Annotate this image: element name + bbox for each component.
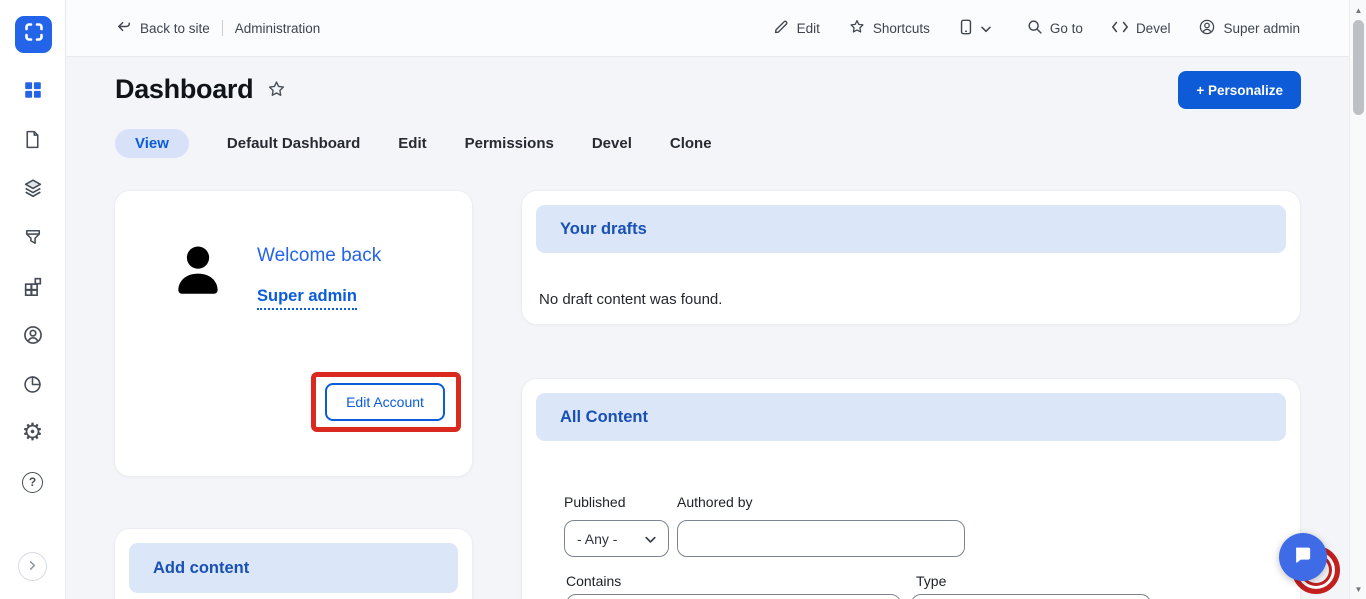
scrollbar-down-arrow-icon[interactable]: ▼ [1354, 584, 1363, 594]
published-select[interactable]: - Any - [564, 520, 669, 557]
toolbar-goto-label: Go to [1049, 20, 1083, 36]
chevron-right-icon [27, 558, 38, 576]
vertical-scrollbar[interactable]: ▲ ▼ [1349, 0, 1366, 599]
add-content-title: Add content [153, 558, 250, 577]
toolbar-devel-button[interactable]: Devel [1111, 20, 1171, 37]
favorite-star-icon[interactable] [266, 79, 287, 100]
sidebar-item-people[interactable] [11, 313, 55, 357]
authored-by-input[interactable] [677, 520, 965, 557]
toolbar-edit-button[interactable]: Edit [773, 18, 820, 38]
chat-launcher-button[interactable] [1279, 533, 1327, 581]
help-icon: ? [22, 471, 43, 493]
toolbar-goto-button[interactable]: Go to [1026, 18, 1083, 38]
welcome-greeting: Welcome back [257, 245, 382, 266]
configuration-gear-icon: ⚙ [21, 419, 44, 446]
scrollbar-up-arrow-icon[interactable]: ▲ [1354, 5, 1363, 15]
toolbar-divider [221, 20, 223, 36]
toolbar-shortcuts-label: Shortcuts [872, 20, 930, 36]
site-logo[interactable] [15, 16, 52, 53]
appearance-funnel-icon [23, 227, 43, 247]
toolbar-left: Back to site Administration [115, 18, 320, 38]
toolbar-devel-label: Devel [1135, 20, 1171, 36]
back-to-site-label: Back to site [140, 20, 210, 36]
sidebar-item-extend[interactable] [11, 264, 55, 308]
sidebar-nav: ⚙ ? [0, 68, 65, 509]
published-select-value: - Any - [577, 530, 618, 547]
content-file-icon [22, 129, 43, 150]
scan-brackets-logo-icon [22, 20, 46, 49]
sidebar-item-content[interactable] [11, 117, 55, 161]
admin-toolbar: Back to site Administration Edit [66, 0, 1349, 57]
tab-permissions[interactable]: Permissions [464, 135, 554, 152]
your-drafts-header: Your drafts [536, 205, 1286, 253]
sidebar-item-dashboard[interactable] [11, 68, 55, 112]
select-chevron-down-icon [645, 531, 656, 547]
page-header: Dashboard [115, 74, 287, 105]
your-drafts-card: Your drafts No draft content was found. [521, 190, 1301, 325]
structure-layers-icon [22, 177, 44, 199]
sidebar-item-structure[interactable] [11, 166, 55, 210]
add-content-header: Add content [129, 543, 458, 593]
back-arrow-icon [115, 18, 132, 38]
tab-clone[interactable]: Clone [669, 135, 712, 152]
sidebar-collapse-button[interactable] [18, 552, 47, 581]
device-icon [958, 18, 974, 39]
reports-pie-icon [22, 374, 43, 395]
code-icon [1111, 20, 1129, 37]
tab-default-dashboard[interactable]: Default Dashboard [226, 135, 361, 152]
sidebar-item-reports[interactable] [11, 362, 55, 406]
avatar [167, 239, 229, 307]
toolbar-shortcuts-button[interactable]: Shortcuts [848, 18, 930, 39]
welcome-card: Welcome back Super admin Edit Account [114, 190, 473, 477]
toolbar-device-dropdown[interactable] [958, 18, 998, 39]
authored-by-label: Authored by [677, 494, 753, 510]
tab-view[interactable]: View [115, 129, 189, 158]
breadcrumb: Administration [234, 20, 321, 36]
type-label: Type [916, 573, 947, 589]
tab-edit[interactable]: Edit [398, 135, 427, 152]
your-drafts-title: Your drafts [560, 219, 647, 238]
sidebar-item-appearance[interactable] [11, 215, 55, 259]
published-label: Published [564, 494, 626, 510]
toolbar-edit-label: Edit [796, 20, 820, 36]
user-circle-icon [1198, 18, 1216, 39]
primary-tabs: View Default Dashboard Edit Permissions … [115, 129, 712, 158]
search-icon [1026, 18, 1043, 38]
page-title: Dashboard [115, 74, 254, 104]
type-input[interactable] [911, 594, 1151, 599]
add-content-card: Add content [114, 528, 473, 599]
sidebar-item-configuration[interactable]: ⚙ [11, 411, 55, 455]
contains-label: Contains [566, 573, 622, 589]
main-area: Back to site Administration Edit [66, 0, 1349, 599]
toolbar-right: Edit Shortcuts [773, 18, 1300, 39]
edit-account-button[interactable]: Edit Account [325, 383, 445, 421]
chat-bubble-icon [1292, 544, 1314, 571]
tab-devel[interactable]: Devel [591, 135, 632, 152]
toolbar-account-button[interactable]: Super admin [1198, 18, 1300, 39]
contains-input[interactable] [566, 594, 901, 599]
drafts-empty-message: No draft content was found. [539, 291, 723, 308]
dashboard-grid-icon [22, 79, 44, 101]
sidebar: ⚙ ? [0, 0, 66, 599]
username-link[interactable]: Super admin [257, 287, 357, 310]
toolbar-account-label: Super admin [1223, 20, 1300, 36]
star-icon [848, 18, 866, 39]
chevron-down-icon [981, 21, 991, 36]
all-content-header: All Content [536, 393, 1286, 441]
all-content-title: All Content [560, 407, 648, 426]
personalize-button[interactable]: + Personalize [1178, 71, 1301, 109]
people-icon [22, 324, 44, 346]
pencil-icon [773, 18, 790, 38]
sidebar-item-help[interactable]: ? [11, 460, 55, 504]
extend-blocks-icon [22, 275, 44, 297]
back-to-site-link[interactable]: Back to site [115, 18, 210, 38]
scrollbar-thumb[interactable] [1353, 20, 1364, 115]
all-content-card: All Content Published Authored by - Any … [521, 378, 1301, 599]
